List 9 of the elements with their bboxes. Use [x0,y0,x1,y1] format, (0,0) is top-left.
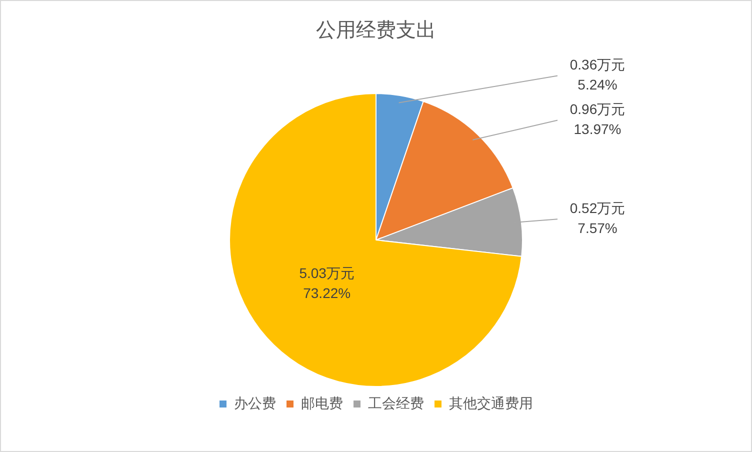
legend-label: 其他交通费用 [449,394,533,411]
data-label: 0.52万元 7.57% [570,200,626,236]
legend-label: 邮电费 [301,394,343,411]
data-label: 0.96万元 13.97% [570,101,626,138]
data-label: 5.03万元 73.22% [299,264,354,301]
legend-label: 办公费 [234,394,276,411]
legend-label: 工会经费 [368,394,424,411]
chart-title: 公用经费支出 [316,20,436,42]
data-label: 0.36万元 5.24% [570,56,626,93]
